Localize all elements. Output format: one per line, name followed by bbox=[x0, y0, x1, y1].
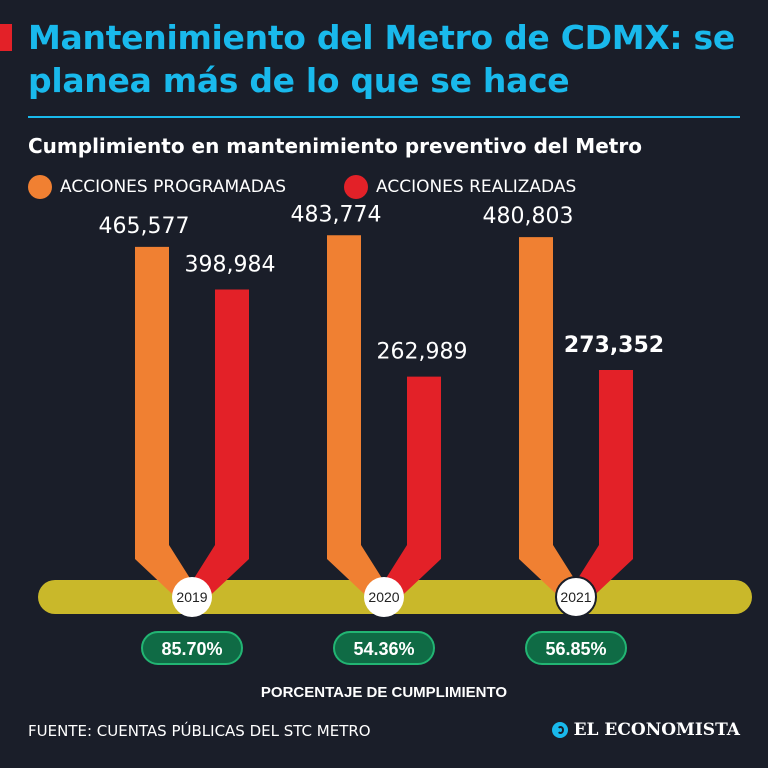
bar-realizadas-2020 bbox=[378, 376, 441, 607]
legend-item-programadas: ACCIONES PROGRAMADAS bbox=[28, 174, 286, 200]
title-divider bbox=[28, 116, 740, 118]
year-circle-2019 bbox=[172, 577, 212, 617]
percent-label-2019: 85.70% bbox=[161, 639, 222, 659]
bar-programadas-2020 bbox=[327, 235, 390, 607]
percent-pill-2019 bbox=[141, 631, 243, 665]
value-label-programadas-2021: 480,803 bbox=[483, 204, 574, 229]
accent-bar bbox=[0, 24, 12, 51]
percent-caption: PORCENTAJE DE CUMPLIMIENTO bbox=[261, 684, 507, 701]
bar-realizadas-2019 bbox=[186, 289, 249, 607]
bar-realizadas-2021 bbox=[570, 369, 633, 607]
year-circle-2021 bbox=[555, 576, 597, 618]
percent-label-2020: 54.36% bbox=[353, 639, 414, 659]
brand-name: EL ECONOMISTA bbox=[573, 720, 740, 740]
value-label-realizadas-2021: 273,352 bbox=[564, 333, 664, 358]
source-note: FUENTE: CUENTAS PÚBLICAS DEL STC METRO bbox=[28, 722, 371, 740]
value-label-programadas-2020: 483,774 bbox=[291, 202, 382, 227]
percent-pill-2021 bbox=[525, 631, 627, 665]
legend-label-programadas: ACCIONES PROGRAMADAS bbox=[60, 177, 286, 197]
legend-label-realizadas: ACCIONES REALIZADAS bbox=[376, 177, 577, 197]
percent-pill-2020 bbox=[333, 631, 435, 665]
legend-dot-realizadas bbox=[344, 175, 368, 199]
year-circle-2020 bbox=[364, 577, 404, 617]
value-label-realizadas-2020: 262,989 bbox=[377, 340, 468, 365]
year-label-2020: 2020 bbox=[368, 589, 399, 605]
year-label-2019: 2019 bbox=[176, 589, 207, 605]
legend-dot-programadas bbox=[28, 175, 52, 199]
brand-logo: EL ECONOMISTA bbox=[551, 720, 740, 740]
bar-programadas-2019 bbox=[135, 246, 198, 608]
chart-subtitle: Cumplimiento en mantenimiento preventivo… bbox=[28, 134, 642, 158]
percent-label-2021: 56.85% bbox=[545, 639, 606, 659]
value-label-programadas-2019: 465,577 bbox=[99, 214, 190, 239]
legend-item-realizadas: ACCIONES REALIZADAS bbox=[344, 174, 576, 200]
value-label-realizadas-2019: 398,984 bbox=[185, 253, 276, 278]
brand-mark-icon bbox=[551, 722, 568, 738]
page-title: Mantenimiento del Metro de CDMX: se plan… bbox=[28, 18, 735, 100]
year-label-2021: 2021 bbox=[560, 589, 591, 605]
bar-programadas-2021 bbox=[519, 237, 582, 607]
